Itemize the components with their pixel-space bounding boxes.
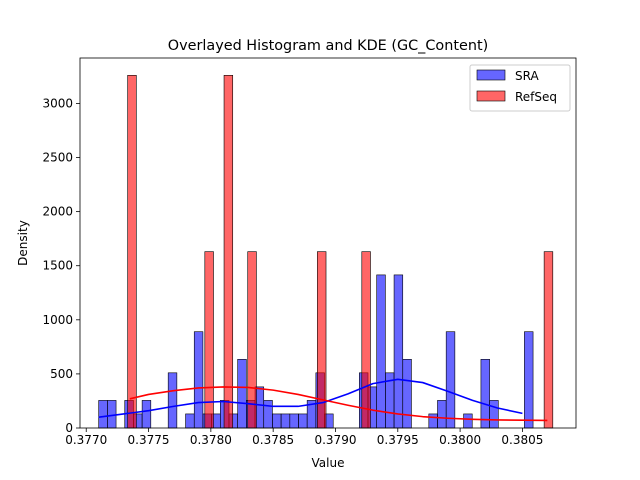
bar-sra-12 bbox=[237, 359, 247, 429]
bar-sra-25 bbox=[376, 274, 386, 429]
y-tick-label: 1000 bbox=[42, 313, 73, 327]
kde-layer bbox=[98, 378, 548, 422]
x-tick-label: 0.3795 bbox=[377, 433, 419, 447]
legend-label-sra: SRA bbox=[515, 69, 539, 83]
x-axis-label: Value bbox=[312, 456, 345, 470]
y-axis-ticks: 0 500 1000 1500 2000 2500 3000 bbox=[42, 96, 80, 435]
y-axis-label: Density bbox=[16, 220, 30, 266]
bar-sra-5 bbox=[167, 372, 178, 429]
kde-line-refseq bbox=[129, 386, 548, 422]
chart-title: Overlayed Histogram and KDE (GC_Content) bbox=[168, 38, 488, 54]
bar-sra-0 bbox=[98, 400, 108, 429]
bar-sra-15 bbox=[263, 400, 273, 429]
legend-swatch-sra bbox=[476, 69, 506, 81]
bar-sra-28 bbox=[402, 359, 412, 429]
bar-sra-7 bbox=[193, 331, 204, 429]
bar-sra-6 bbox=[185, 413, 195, 429]
bar-sra-29 bbox=[428, 413, 438, 429]
x-tick-label: 0.3785 bbox=[252, 433, 294, 447]
y-tick-label: 2000 bbox=[42, 205, 73, 219]
x-tick-label: 0.3770 bbox=[65, 433, 107, 447]
bar-sra-4 bbox=[141, 400, 152, 429]
bar-sra-33 bbox=[480, 359, 490, 429]
bar-sra-30 bbox=[437, 400, 447, 429]
bar-refseq-2 bbox=[223, 75, 234, 429]
bar-sra-19 bbox=[298, 413, 308, 429]
bar-sra-35 bbox=[524, 331, 534, 429]
y-tick-label: 2500 bbox=[42, 151, 73, 165]
y-tick-label: 1500 bbox=[42, 259, 73, 273]
y-tick-label: 500 bbox=[50, 367, 73, 381]
x-axis-ticks: 0.3770 0.3775 0.3780 0.3785 0.3790 0.3795 0.38… bbox=[65, 428, 543, 447]
bar-refseq-3 bbox=[247, 251, 257, 429]
x-tick-label: 0.3800 bbox=[439, 433, 481, 447]
kde-line-sra bbox=[98, 378, 523, 418]
bar-refseq-6 bbox=[543, 251, 554, 429]
x-tick-label: 0.3780 bbox=[190, 433, 232, 447]
bar-sra-31 bbox=[445, 331, 456, 429]
bar-sra-17 bbox=[280, 413, 291, 429]
legend: SRA RefSeq bbox=[469, 64, 571, 112]
y-tick-label: 0 bbox=[65, 421, 73, 435]
bar-sra-34 bbox=[489, 400, 499, 429]
bar-sra-32 bbox=[463, 413, 473, 429]
bar-sra-18 bbox=[289, 413, 299, 429]
legend-label-refseq: RefSeq bbox=[515, 90, 557, 104]
x-tick-label: 0.3805 bbox=[501, 433, 543, 447]
bar-sra-16 bbox=[272, 413, 282, 429]
bar-refseq-0 bbox=[127, 75, 137, 429]
bar-refseq-5 bbox=[361, 251, 371, 429]
y-tick-label: 3000 bbox=[42, 96, 73, 110]
x-tick-label: 0.3775 bbox=[128, 433, 170, 447]
x-tick-label: 0.3790 bbox=[314, 433, 356, 447]
legend-swatch-refseq bbox=[476, 90, 506, 102]
bar-sra-1 bbox=[107, 400, 117, 429]
plot-frame bbox=[79, 57, 577, 429]
bar-sra-27 bbox=[393, 274, 404, 429]
